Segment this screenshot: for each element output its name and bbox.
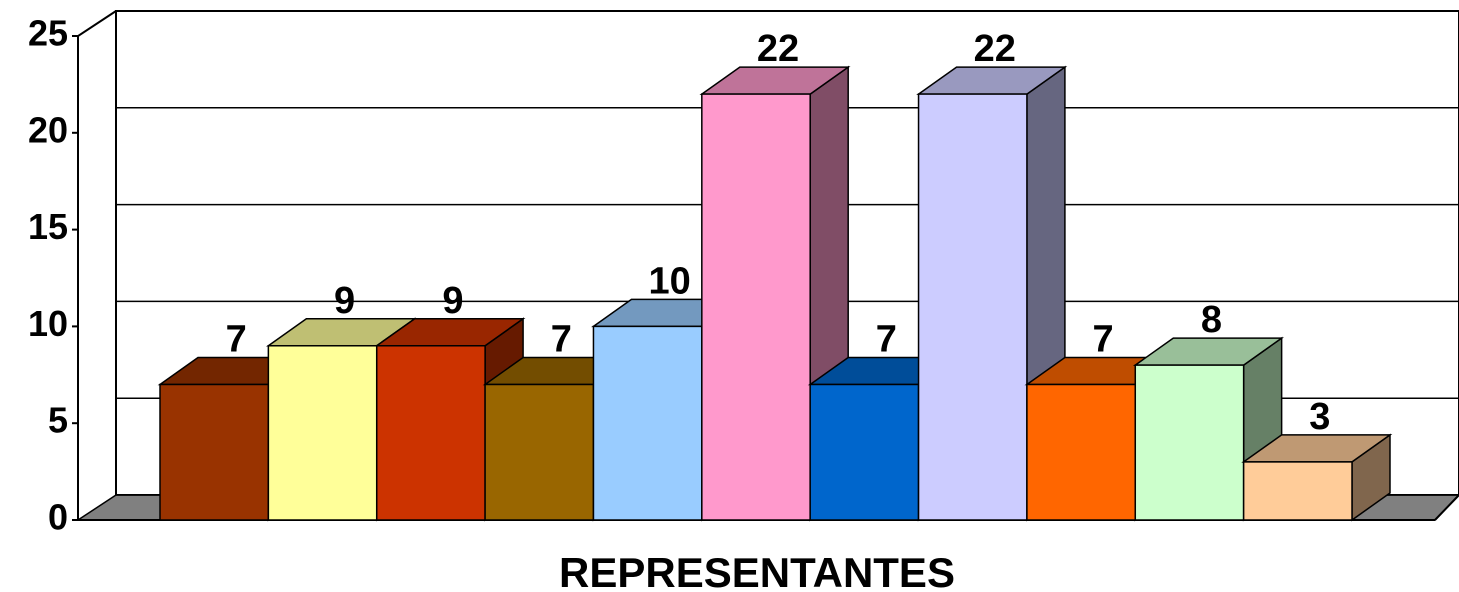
y-tick-label: 5 [48,400,68,441]
bar [375,345,486,521]
bar [917,93,1028,521]
data-label: 7 [876,319,897,361]
bar [701,93,811,521]
y-axis [77,10,117,520]
y-tick-label: 10 [28,303,68,344]
x-axis-back [1434,494,1459,521]
bar [1134,364,1245,521]
bar [1026,383,1137,521]
y-tick-label: 15 [28,206,68,247]
data-label: 3 [1309,396,1330,438]
data-label: 22 [757,28,799,70]
bar [484,383,595,521]
data-label: 7 [226,319,247,361]
y-tick-label: 20 [28,109,68,150]
bar [267,345,378,521]
bar [809,383,920,521]
y-tick-label: 25 [28,13,68,54]
data-label: 10 [648,260,690,302]
data-label: 22 [974,28,1016,70]
y-tick-label: 0 [48,497,68,538]
data-label: 7 [551,319,572,361]
bar [159,383,270,521]
data-label: 8 [1201,299,1222,341]
bar [1242,461,1353,521]
bar [592,325,703,521]
data-label: 9 [442,280,463,322]
x-axis-label: REPRESENTANTES [559,549,955,592]
data-label: 7 [1093,319,1114,361]
data-label: 9 [334,280,355,322]
